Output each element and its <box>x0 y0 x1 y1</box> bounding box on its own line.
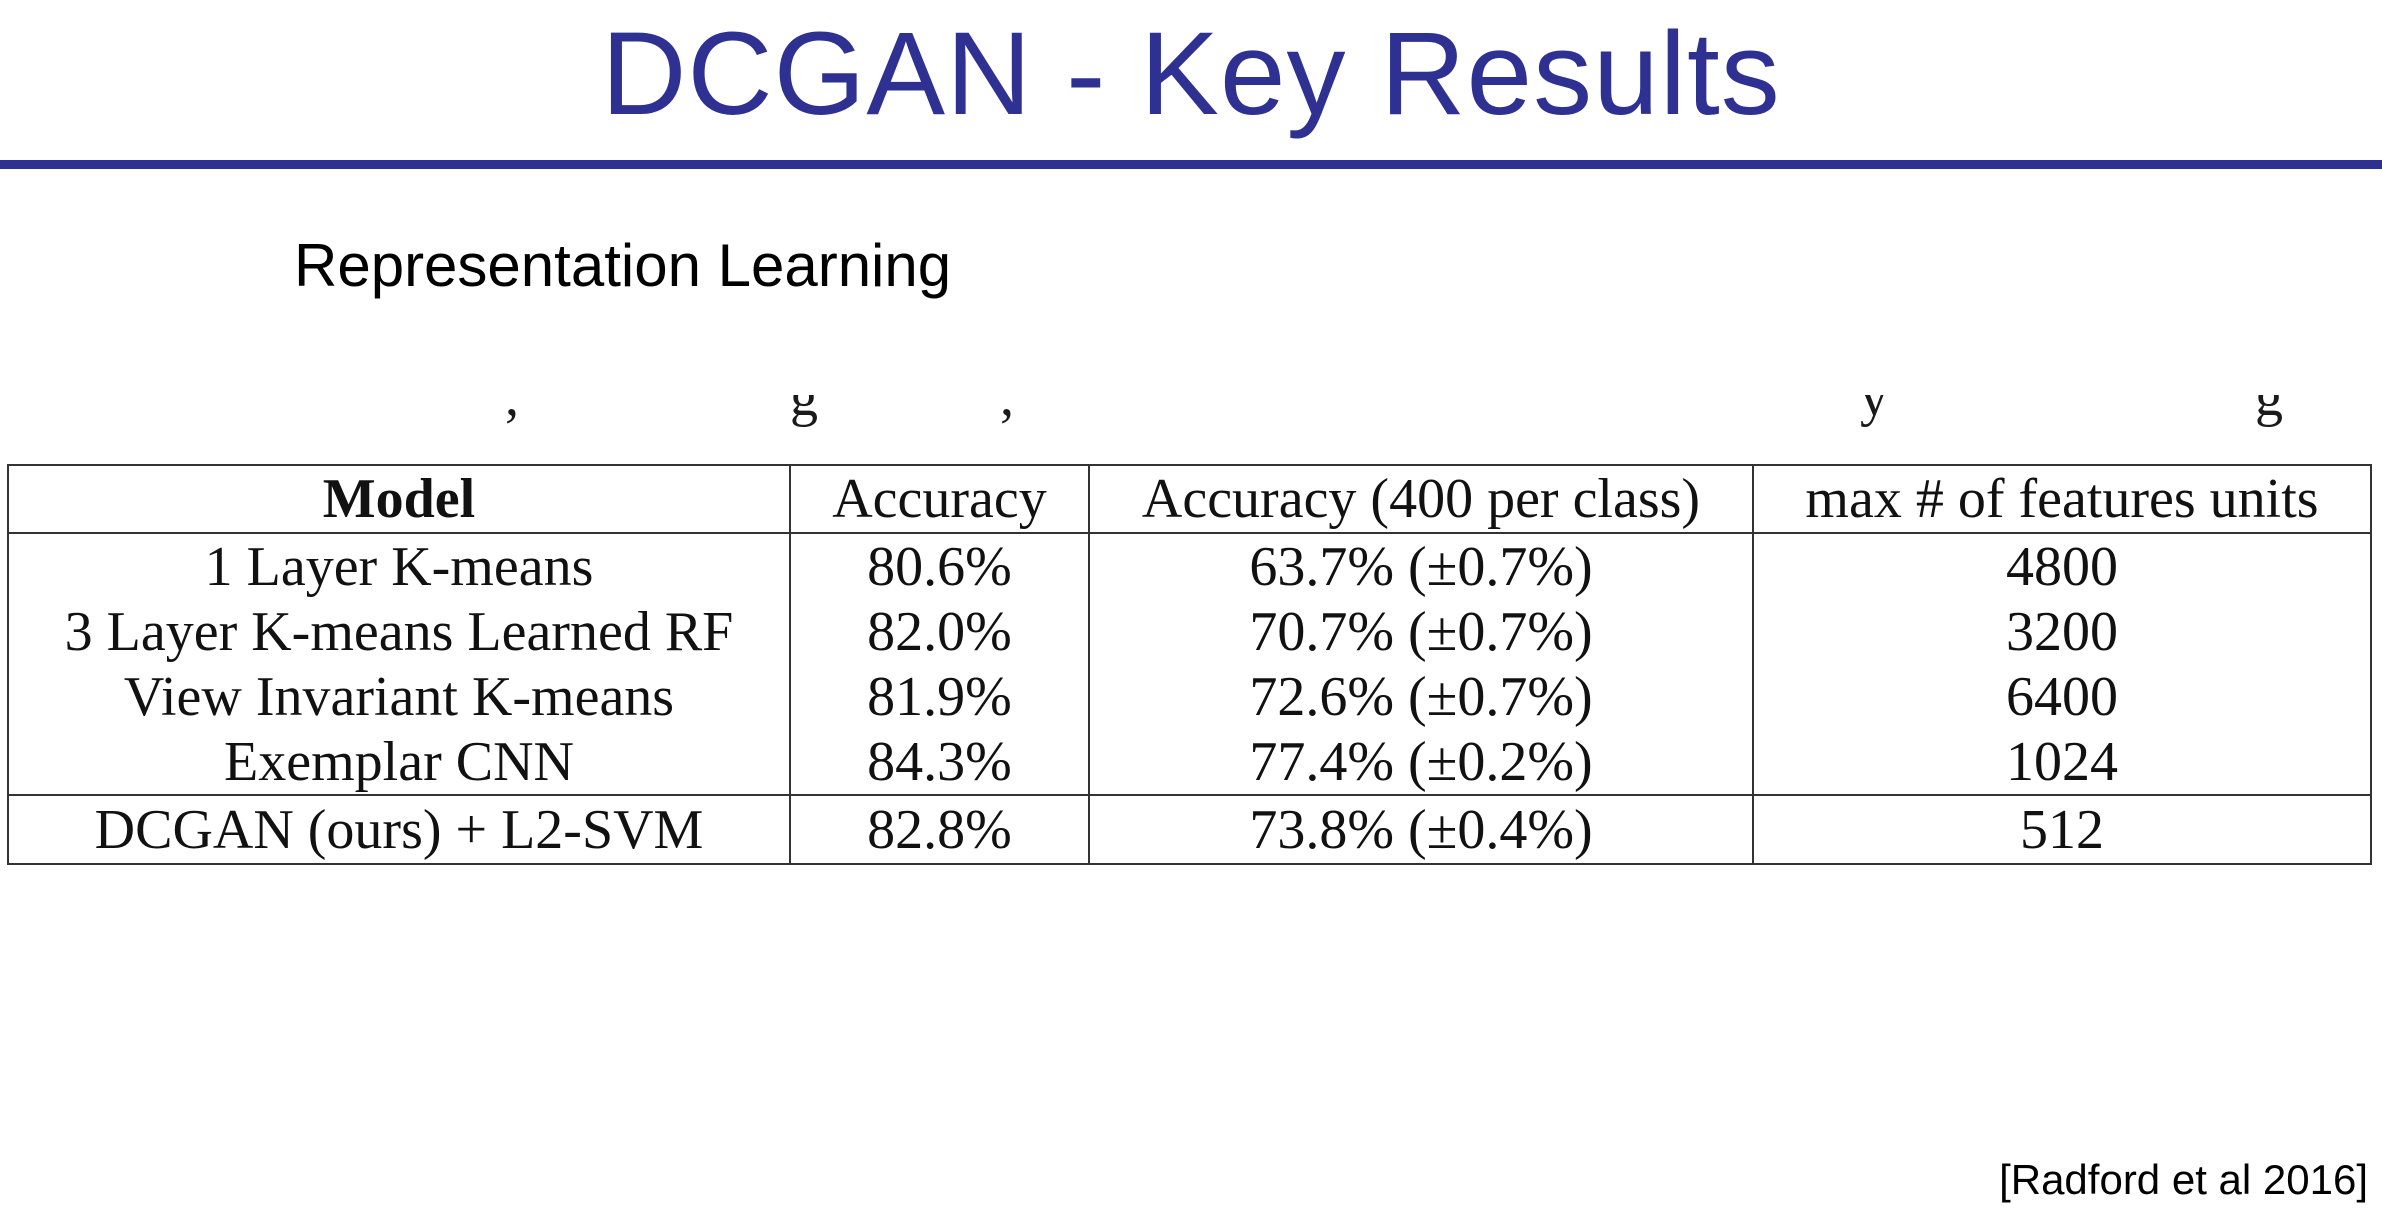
cell-model: 3 Layer K-means Learned RF <box>7 599 791 664</box>
cell-accuracy-400: 73.8% (±0.4%) <box>1088 794 1754 865</box>
cell-accuracy: 81.9% <box>789 664 1090 729</box>
title-divider <box>0 160 2382 169</box>
table-row: 1 Layer K-means 80.6% 63.7% (±0.7%) 4800 <box>7 533 2372 599</box>
table-row: Exemplar CNN 84.3% 77.4% (±0.2%) 1024 <box>7 729 2372 795</box>
table-header-row: Model Accuracy Accuracy (400 per class) … <box>7 464 2372 534</box>
cell-accuracy-400: 72.6% (±0.7%) <box>1088 664 1754 729</box>
header-accuracy-400: Accuracy (400 per class) <box>1088 464 1754 534</box>
table-row: 3 Layer K-means Learned RF 82.0% 70.7% (… <box>7 599 2372 664</box>
cropped-text-fragment: , g , y g <box>505 395 2283 428</box>
cell-max-features: 4800 <box>1752 533 2372 599</box>
slide-title: DCGAN - Key Results <box>601 8 1781 140</box>
cell-model: 1 Layer K-means <box>7 533 791 599</box>
cell-accuracy: 82.8% <box>789 794 1090 865</box>
citation: [Radford et al 2016] <box>1999 1156 2368 1203</box>
table-row: View Invariant K-means 81.9% 72.6% (±0.7… <box>7 664 2372 729</box>
slide-subtitle: Representation Learning <box>294 232 952 299</box>
cell-max-features: 1024 <box>1752 729 2372 795</box>
header-accuracy: Accuracy <box>789 464 1090 534</box>
cell-accuracy: 80.6% <box>789 533 1090 599</box>
cell-max-features: 6400 <box>1752 664 2372 729</box>
cell-max-features: 3200 <box>1752 599 2372 664</box>
results-table: Model Accuracy Accuracy (400 per class) … <box>7 464 2372 865</box>
cell-accuracy-400: 77.4% (±0.2%) <box>1088 729 1754 795</box>
cell-model: Exemplar CNN <box>7 729 791 795</box>
cell-accuracy: 84.3% <box>789 729 1090 795</box>
cell-max-features: 512 <box>1752 794 2372 865</box>
header-max-features: max # of features units <box>1752 464 2372 534</box>
cell-model: DCGAN (ours) + L2-SVM <box>7 794 791 865</box>
header-model: Model <box>7 464 791 534</box>
cell-accuracy-400: 70.7% (±0.7%) <box>1088 599 1754 664</box>
table-row-ours: DCGAN (ours) + L2-SVM 82.8% 73.8% (±0.4%… <box>7 794 2372 865</box>
cell-accuracy: 82.0% <box>789 599 1090 664</box>
cell-model: View Invariant K-means <box>7 664 791 729</box>
cell-accuracy-400: 63.7% (±0.7%) <box>1088 533 1754 599</box>
